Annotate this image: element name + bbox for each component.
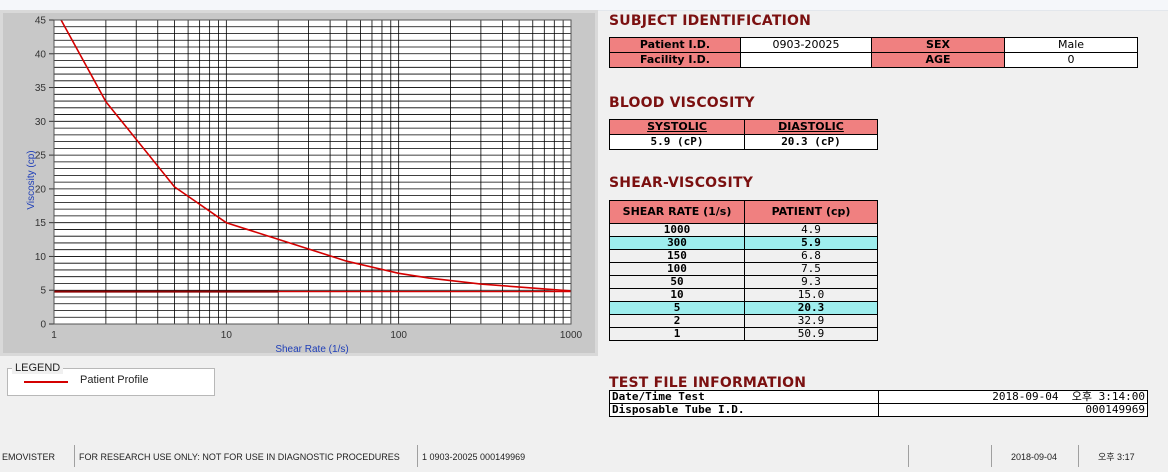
y-tick-label: 40: [35, 49, 47, 60]
y-axis-label: Viscosity (cp): [26, 150, 37, 209]
status-record: 1 0903-20025 000149969: [422, 452, 526, 462]
series-line-patient-profile: [60, 19, 572, 292]
datetime-label: Date/Time Test: [609, 390, 879, 404]
blood-viscosity-heading: BLOOD VISCOSITY: [609, 95, 755, 111]
sex-label: SEX: [871, 37, 1005, 53]
y-tick-label: 20: [35, 184, 47, 195]
shear-rate-cell: 150: [609, 249, 745, 263]
patient-id-label: Patient I.D.: [609, 37, 741, 53]
systolic-value: 5.9 (cP): [609, 134, 745, 150]
legend-title: LEGEND: [12, 362, 64, 374]
facility-id-label: Facility I.D.: [609, 52, 741, 68]
shear-row: 50 9.3: [609, 275, 878, 289]
legend-entry-patient-profile: Patient Profile: [80, 374, 149, 386]
tick-labels: 0 5 10 15 20 25 30 35 40 45 1 10 100 1000: [35, 16, 583, 342]
y-tick-label: 35: [35, 83, 47, 94]
patient-id-value: 0903-20025: [740, 37, 872, 53]
status-date: 2018-09-04: [1011, 452, 1058, 462]
series-lines: [54, 19, 572, 293]
blood-viscosity-table: SYSTOLIC DIASTOLIC 5.9 (cP) 20.3 (cP): [609, 119, 878, 150]
y-tick-label: 25: [35, 151, 47, 162]
diastolic-label: DIASTOLIC: [744, 119, 878, 135]
patient-viscosity-cell: 9.3: [744, 275, 878, 289]
blood-viscosity-header-row: SYSTOLIC DIASTOLIC: [609, 119, 878, 135]
shear-row: 300 5.9: [609, 236, 878, 250]
patient-column-header: PATIENT (cp): [744, 200, 878, 224]
chart-svg: 0 5 10 15 20 25 30 35 40 45 1 10 100 1000 Shear Rate …: [0, 10, 598, 356]
x-tick-label: 10: [221, 330, 233, 341]
shear-row: 1 50.9: [609, 327, 878, 341]
tube-id-value: 000149969: [878, 403, 1148, 417]
status-time: 오후 3:17: [1098, 452, 1135, 462]
shear-rate-cell: 1000: [609, 223, 745, 237]
status-separator: [991, 445, 992, 467]
status-bar: EMOVISTER FOR RESEARCH USE ONLY: NOT FOR…: [0, 440, 1168, 472]
patient-viscosity-cell: 15.0: [744, 288, 878, 302]
age-value: 0: [1004, 52, 1138, 68]
tube-row: Disposable Tube I.D. 000149969: [609, 403, 1148, 417]
test-file-table: Date/Time Test 2018-09-04 오후 3:14:00 Dis…: [609, 390, 1148, 417]
patient-viscosity-cell: 7.5: [744, 262, 878, 276]
status-separator: [74, 445, 75, 467]
legend-swatch: [24, 381, 68, 383]
shear-rate-cell: 50: [609, 275, 745, 289]
shear-row: 2 32.9: [609, 314, 878, 328]
x-axis-label: Shear Rate (1/s): [275, 344, 348, 355]
y-tick-label: 15: [35, 218, 47, 229]
status-notice: FOR RESEARCH USE ONLY: NOT FOR USE IN DI…: [79, 452, 400, 462]
shear-row: 150 6.8: [609, 249, 878, 263]
shear-row: 100 7.5: [609, 262, 878, 276]
x-tick-label: 1: [51, 330, 57, 341]
plot-border: [53, 19, 572, 325]
blood-viscosity-value-row: 5.9 (cP) 20.3 (cP): [609, 134, 878, 150]
y-tick-label: 0: [40, 320, 46, 331]
subject-row-1: Patient I.D. 0903-20025 SEX Male: [609, 37, 1138, 53]
y-tick-label: 5: [40, 286, 46, 297]
grid-lines: [53, 19, 571, 325]
subject-table: Patient I.D. 0903-20025 SEX Male Facilit…: [609, 37, 1138, 68]
patient-viscosity-cell: 20.3: [744, 301, 878, 315]
shear-rate-cell: 5: [609, 301, 745, 315]
y-tick-label: 45: [35, 16, 47, 27]
datetime-value: 2018-09-04 오후 3:14:00: [878, 390, 1148, 404]
y-tick-label: 10: [35, 252, 47, 263]
shear-rate-cell: 2: [609, 314, 745, 328]
shear-table-body: 1000 4.9 300 5.9 150 6.8 100 7.5 50 9.3 10 15.0 5 20.…: [609, 223, 878, 341]
y-tick-label: 30: [35, 117, 47, 128]
test-file-heading: TEST FILE INFORMATION: [609, 375, 807, 391]
datetime-row: Date/Time Test 2018-09-04 오후 3:14:00: [609, 390, 1148, 404]
x-tick-label: 1000: [560, 330, 583, 341]
shear-viscosity-table: SHEAR RATE (1/s) PATIENT (cp) 1000 4.9 300…: [609, 200, 878, 341]
shear-row: 5 20.3: [609, 301, 878, 315]
x-tick-label: 100: [390, 330, 407, 341]
status-separator: [1078, 445, 1079, 467]
subject-row-2: Facility I.D. AGE 0: [609, 52, 1138, 68]
subject-heading: SUBJECT IDENTIFICATION: [609, 13, 812, 29]
shear-rate-column-header: SHEAR RATE (1/s): [609, 200, 745, 224]
patient-viscosity-cell: 5.9: [744, 236, 878, 250]
sex-value: Male: [1004, 37, 1138, 53]
shear-row: 1000 4.9: [609, 223, 878, 237]
tube-id-label: Disposable Tube I.D.: [609, 403, 879, 417]
status-separator: [417, 445, 418, 467]
patient-viscosity-cell: 50.9: [744, 327, 878, 341]
systolic-label: SYSTOLIC: [609, 119, 745, 135]
status-separator: [908, 445, 909, 467]
age-label: AGE: [871, 52, 1005, 68]
patient-viscosity-cell: 32.9: [744, 314, 878, 328]
facility-id-value: [740, 52, 872, 68]
shear-rate-cell: 1: [609, 327, 745, 341]
shear-header-row: SHEAR RATE (1/s) PATIENT (cp): [609, 200, 878, 224]
status-app-name: EMOVISTER: [2, 452, 56, 462]
shear-row: 10 15.0: [609, 288, 878, 302]
diastolic-value: 20.3 (cP): [744, 134, 878, 150]
patient-viscosity-cell: 6.8: [744, 249, 878, 263]
viscosity-chart: 0 5 10 15 20 25 30 35 40 45 1 10 100 1000 Shear Rate …: [0, 10, 598, 356]
shear-viscosity-heading: SHEAR-VISCOSITY: [609, 175, 754, 191]
shear-rate-cell: 300: [609, 236, 745, 250]
plot-area: [54, 20, 571, 324]
shear-rate-cell: 10: [609, 288, 745, 302]
shear-rate-cell: 100: [609, 262, 745, 276]
patient-viscosity-cell: 4.9: [744, 223, 878, 237]
